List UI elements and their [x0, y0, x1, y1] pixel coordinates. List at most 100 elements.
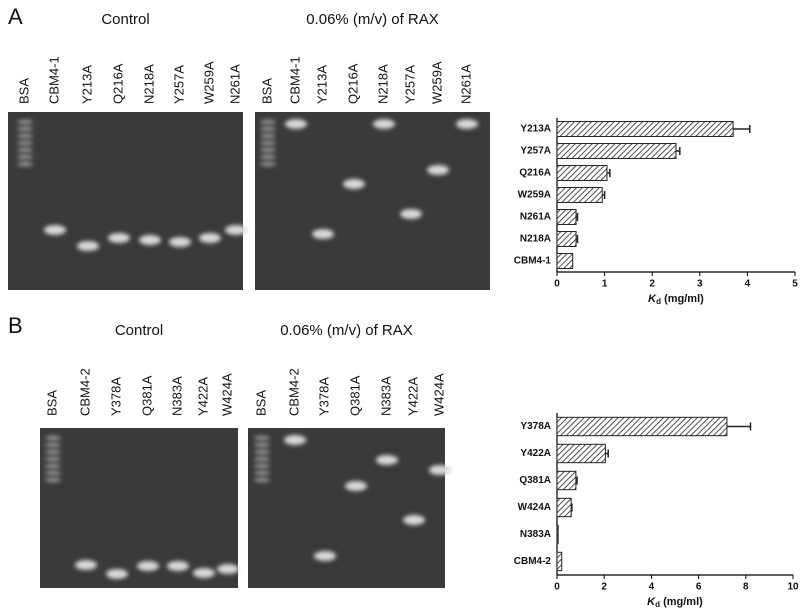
x-label-symbol: K	[648, 293, 657, 305]
ladder-band	[17, 119, 33, 125]
lane-label: N383A	[169, 376, 184, 416]
lane-label: CBM4-1	[46, 56, 61, 104]
x-label-unit: (mg/ml)	[663, 596, 703, 608]
x-label-unit: (mg/ml)	[664, 293, 704, 305]
ladder-band	[17, 147, 33, 153]
protein-band	[77, 241, 99, 251]
lane-label: CBM4-1	[287, 56, 302, 104]
category-label: Y257A	[520, 146, 551, 157]
x-tick-label: 0	[554, 279, 560, 290]
lane-label: Q216A	[345, 63, 360, 104]
protein-band	[403, 515, 425, 525]
x-tick-label: 2	[649, 279, 655, 290]
category-label: Q381A	[519, 475, 551, 486]
ladder-band	[17, 140, 33, 146]
gel	[8, 112, 243, 290]
lane-label: Y422A	[405, 377, 420, 416]
category-label: CBM4-1	[514, 256, 552, 267]
bar	[556, 443, 606, 464]
lane-label: CBM4-2	[77, 368, 92, 416]
bar	[556, 524, 559, 545]
x-label-symbol: K	[647, 596, 656, 608]
category-label: W424A	[518, 502, 551, 513]
lane-label: Y257A	[171, 65, 186, 104]
gel-title: 0.06% (m/v) of RAX	[280, 322, 413, 339]
ladder-band	[45, 463, 61, 469]
ladder-band	[45, 449, 61, 455]
protein-band	[139, 235, 161, 245]
gel-title: Control	[101, 11, 149, 28]
lane-label: Y257A	[402, 65, 417, 104]
x-axis-label: Kd (mg/ml)	[648, 293, 704, 306]
protein-band	[284, 435, 306, 445]
lane-label: W259A	[429, 61, 444, 104]
protein-band	[312, 229, 334, 239]
protein-band	[75, 560, 97, 570]
protein-band	[44, 225, 66, 235]
ladder-band	[17, 161, 33, 167]
bar	[556, 143, 677, 159]
category-label: Y378A	[520, 421, 551, 432]
x-label-subscript: d	[655, 600, 660, 609]
x-label-subscript: d	[656, 297, 661, 306]
lane-label: N261A	[227, 64, 242, 104]
lane-label: N261A	[458, 64, 473, 104]
gel-title: Control	[115, 322, 163, 339]
x-axis-label: Kd (mg/ml)	[647, 596, 703, 609]
ladder-band	[260, 133, 276, 139]
x-tick-label: 10	[787, 582, 799, 593]
bar	[556, 231, 577, 247]
protein-band	[376, 455, 398, 465]
lane-label: N383A	[378, 376, 393, 416]
ladder-band	[254, 435, 270, 441]
gel	[40, 428, 238, 588]
x-tick-label: 5	[792, 279, 798, 290]
ladder-band	[45, 477, 61, 483]
lane-label: CBM4-2	[286, 368, 301, 416]
ladder-band	[260, 147, 276, 153]
ladder-band	[17, 154, 33, 160]
lane-label: W259A	[201, 61, 216, 104]
protein-band	[400, 209, 422, 219]
bar	[556, 253, 574, 269]
category-label: Y213A	[520, 124, 551, 135]
protein-band	[373, 119, 395, 129]
protein-band	[108, 233, 130, 243]
protein-band	[193, 568, 215, 578]
ladder-band	[45, 442, 61, 448]
x-tick-label: 0	[554, 582, 560, 593]
lane-label: Q381A	[139, 375, 154, 416]
ladder-band	[254, 470, 270, 476]
gel	[255, 112, 490, 290]
x-tick-label: 4	[745, 279, 751, 290]
x-tick-label: 6	[696, 582, 702, 593]
lane-label: N218A	[141, 64, 156, 104]
panel-letter: A	[8, 4, 23, 29]
category-label: N383A	[520, 529, 551, 540]
ladder-band	[254, 449, 270, 455]
ladder-band	[260, 119, 276, 125]
ladder-band	[254, 442, 270, 448]
lane-label: W424A	[219, 373, 234, 416]
ladder-band	[260, 126, 276, 132]
x-tick-label: 4	[649, 582, 655, 593]
protein-band	[345, 481, 367, 491]
ladder-band	[17, 126, 33, 132]
bar	[556, 551, 563, 572]
category-label: Y422A	[520, 448, 551, 459]
x-tick-label: 2	[601, 582, 607, 593]
ladder-band	[17, 133, 33, 139]
lane-label: W424A	[431, 373, 446, 416]
protein-band	[225, 225, 247, 235]
lane-label: Y213A	[314, 65, 329, 104]
gel-title: 0.06% (m/v) of RAX	[306, 11, 439, 28]
category-label: Q216A	[519, 168, 551, 179]
lane-label: Q381A	[347, 375, 362, 416]
ladder-band	[260, 140, 276, 146]
protein-band	[456, 119, 478, 129]
lane-label: Q216A	[110, 63, 125, 104]
bar	[556, 497, 572, 518]
bar	[556, 165, 608, 181]
ladder-band	[260, 161, 276, 167]
protein-band	[285, 119, 307, 129]
